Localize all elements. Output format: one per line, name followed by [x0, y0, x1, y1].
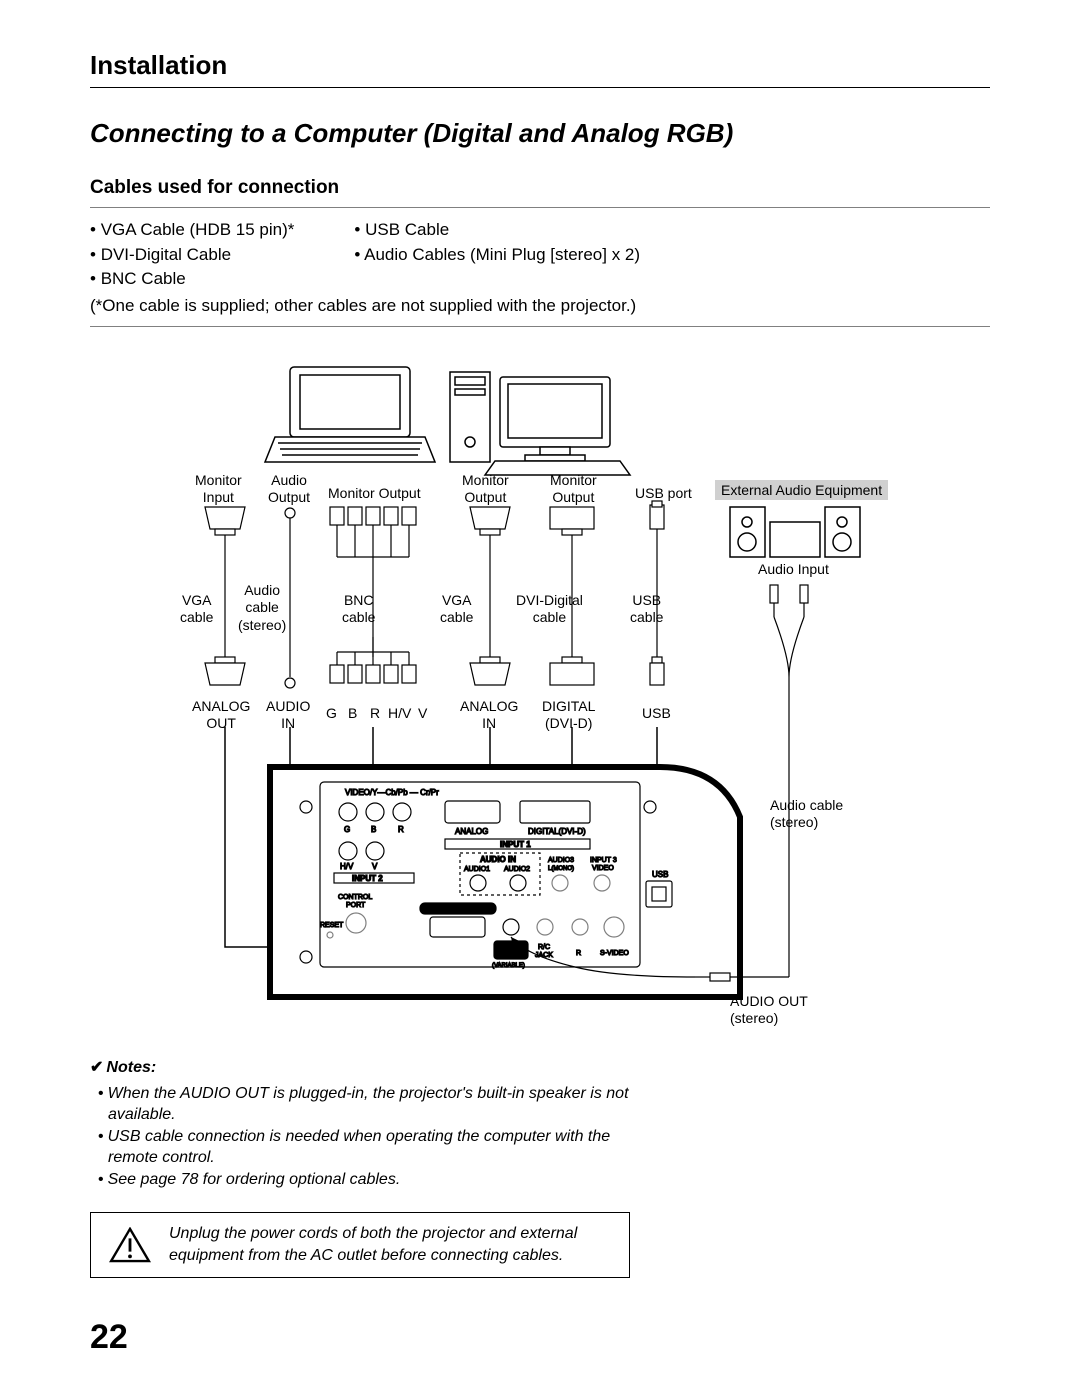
warning-icon [109, 1227, 151, 1263]
lbl-audio-input: Audio Input [758, 561, 829, 579]
page-title: Connecting to a Computer (Digital and An… [90, 118, 990, 149]
cables-box: • VGA Cable (HDB 15 pin)* • DVI-Digital … [90, 207, 990, 327]
svg-text:OUT: OUT [502, 952, 518, 959]
lbl-monitor-input: MonitorInput [195, 472, 242, 507]
cables-left-col: • VGA Cable (HDB 15 pin)* • DVI-Digital … [90, 218, 294, 292]
svg-text:V: V [372, 862, 378, 871]
usb-connector-top [650, 501, 664, 529]
lbl-external-audio: External Audio Equipment [715, 480, 888, 500]
note-item: USB cable connection is needed when oper… [90, 1126, 650, 1169]
rca-plugs [770, 585, 808, 617]
cables-heading: Cables used for connection [90, 177, 990, 199]
svg-text:ANALOG OUT: ANALOG OUT [426, 905, 479, 914]
notes-title: Notes: [90, 1057, 650, 1079]
lbl-monitor-output-3: MonitorOutput [550, 472, 597, 507]
svg-text:AUDIO3: AUDIO3 [548, 857, 574, 864]
svg-text:RESET: RESET [320, 922, 344, 929]
notes-block: Notes: When the AUDIO OUT is plugged-in,… [90, 1057, 650, 1191]
lbl-audio-cable: Audiocable(stereo) [238, 582, 286, 635]
warning-box: Unplug the power cords of both the proje… [90, 1212, 630, 1277]
lbl-audio-in: AUDIOIN [266, 698, 310, 733]
lbl-g: G [326, 705, 337, 723]
diagram-svg: VIDEO/Y—Cb/Pb — Cr/Pr G B R ANALOG DIGIT… [90, 357, 990, 1037]
lbl-vga-cable-2: VGAcable [440, 592, 473, 627]
cable-item: • BNC Cable [90, 267, 294, 292]
vga-connector-top [205, 507, 245, 535]
bnc-connectors-top [330, 507, 416, 542]
svg-text:R/C: R/C [538, 944, 550, 951]
svg-text:S-VIDEO: S-VIDEO [600, 950, 629, 957]
svg-text:H/V: H/V [340, 862, 354, 871]
lbl-b: B [348, 705, 357, 723]
svg-text:AUDIO: AUDIO [497, 944, 520, 951]
svg-text:INPUT 1: INPUT 1 [500, 840, 531, 849]
svg-text:INPUT 2: INPUT 2 [352, 874, 383, 883]
usb-connector-btm [650, 657, 664, 685]
lbl-analog-in: ANALOGIN [460, 698, 518, 733]
svg-text:AUDIO IN: AUDIO IN [480, 855, 516, 864]
note-item: See page 78 for ordering optional cables… [90, 1169, 650, 1191]
audio-jack-btm [285, 657, 295, 688]
connection-diagram: VIDEO/Y—Cb/Pb — Cr/Pr G B R ANALOG DIGIT… [90, 357, 990, 1037]
svg-text:INPUT 3: INPUT 3 [590, 857, 617, 864]
lbl-usb-port: USB port [635, 485, 692, 503]
cable-item: • VGA Cable (HDB 15 pin)* [90, 218, 294, 243]
vga-connector-top-2 [470, 507, 510, 535]
vga-connector-btm-2 [470, 657, 510, 685]
svg-text:PORT: PORT [346, 902, 366, 909]
lbl-vga-cable: VGAcable [180, 592, 213, 627]
speakers-icon [730, 507, 860, 557]
svg-text:R: R [398, 825, 404, 834]
svg-text:R: R [576, 950, 581, 957]
cable-item: • USB Cable [354, 218, 640, 243]
bnc-connectors-btm [330, 637, 416, 683]
dvi-connector-btm [550, 657, 594, 685]
svg-text:B: B [371, 825, 376, 834]
laptop-icon [265, 367, 435, 462]
svg-text:ANALOG: ANALOG [455, 827, 488, 836]
page-number: 22 [90, 1318, 128, 1357]
cables-footnote: (*One cable is supplied; other cables ar… [90, 296, 990, 316]
cables-block: Cables used for connection • VGA Cable (… [90, 177, 990, 327]
svg-text:VIDEO/Y—Cb/Pb — Cr/Pr: VIDEO/Y—Cb/Pb — Cr/Pr [345, 788, 439, 797]
lbl-monitor-output-2: MonitorOutput [462, 472, 509, 507]
lbl-v: V [418, 705, 427, 723]
svg-text:VIDEO: VIDEO [592, 865, 614, 872]
lbl-monitor-output-1: Monitor Output [328, 485, 421, 503]
desktop-icon [450, 372, 630, 475]
lbl-hv: H/V [388, 705, 411, 723]
cables-right-col: • USB Cable • Audio Cables (Mini Plug [s… [354, 218, 640, 292]
lbl-usb: USB [642, 705, 671, 723]
svg-text:CONTROL: CONTROL [338, 894, 372, 901]
svg-text:L(MONO): L(MONO) [548, 866, 574, 872]
svg-text:AUDIO2: AUDIO2 [504, 866, 530, 873]
lbl-audio-cable-right: Audio cable(stereo) [770, 797, 843, 832]
svg-text:AUDIO1: AUDIO1 [464, 866, 490, 873]
lbl-bnc-cable: BNCcable [342, 592, 375, 627]
svg-text:USB: USB [652, 870, 668, 879]
lbl-r: R [370, 705, 380, 723]
audio-jack-top [285, 508, 295, 539]
lbl-usb-cable: USBcable [630, 592, 663, 627]
lbl-audio-output: AudioOutput [268, 472, 310, 507]
section-header: Installation [90, 50, 990, 88]
lbl-digital: DIGITAL(DVI-D) [542, 698, 595, 733]
lbl-analog-out: ANALOGOUT [192, 698, 250, 733]
vga-connector-btm [205, 657, 245, 685]
cable-item: • Audio Cables (Mini Plug [stereo] x 2) [354, 243, 640, 268]
dvi-connector-top [550, 507, 594, 535]
cable-item: • DVI-Digital Cable [90, 243, 294, 268]
lbl-dvi-cable: DVI-Digitalcable [516, 592, 583, 627]
svg-text:(VARIABLE): (VARIABLE) [492, 963, 525, 969]
lbl-audio-out: AUDIO OUT(stereo) [730, 993, 808, 1028]
svg-text:G: G [344, 825, 350, 834]
svg-text:DIGITAL(DVI-D): DIGITAL(DVI-D) [528, 827, 586, 836]
note-item: When the AUDIO OUT is plugged-in, the pr… [90, 1083, 650, 1126]
warning-text: Unplug the power cords of both the proje… [169, 1223, 611, 1266]
